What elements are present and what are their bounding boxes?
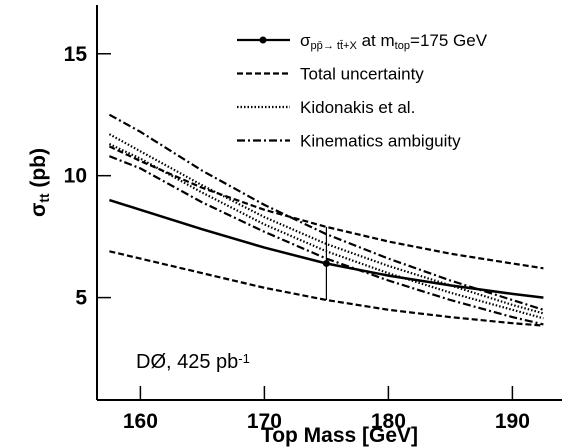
text-part: DØ, 425 pb <box>136 351 238 373</box>
text-part: tt <box>37 193 52 203</box>
y-tick-label: 10 <box>64 165 87 188</box>
text-part: =175 GeV <box>410 31 488 50</box>
x-tick-label: 170 <box>247 410 282 433</box>
y-tick-label: 15 <box>64 43 88 66</box>
text-part: pp̄→ tt̄+X <box>311 40 358 52</box>
legend-label: Kidonakis et al. <box>300 98 415 117</box>
x-tick-label: 190 <box>495 410 530 433</box>
y-axis-title: σtt (pb) <box>27 148 52 217</box>
curve <box>108 133 544 315</box>
x-axis-title: Top Mass [GeV] <box>261 424 418 447</box>
legend-marker <box>259 36 267 44</box>
y-tick-label: 5 <box>75 287 87 310</box>
data-point <box>322 259 330 267</box>
curve <box>108 145 544 270</box>
text-part: -1 <box>238 351 250 366</box>
text-part: σ <box>27 203 50 217</box>
legend-label: σpp̄→ tt̄+X at mtop=175 GeV <box>300 31 488 52</box>
text-part: at m <box>357 31 395 50</box>
text-part: (pb) <box>27 148 50 193</box>
legend-label: Total uncertainty <box>300 65 424 84</box>
annotation: DØ, 425 pb-1 <box>136 351 250 373</box>
x-tick-label: 160 <box>123 410 158 433</box>
curve <box>109 250 544 327</box>
text-part: top <box>395 40 410 52</box>
x-tick-label: 180 <box>371 410 406 433</box>
text-part: σ <box>300 31 311 50</box>
legend-label: Kinematics ambiguity <box>300 132 461 151</box>
